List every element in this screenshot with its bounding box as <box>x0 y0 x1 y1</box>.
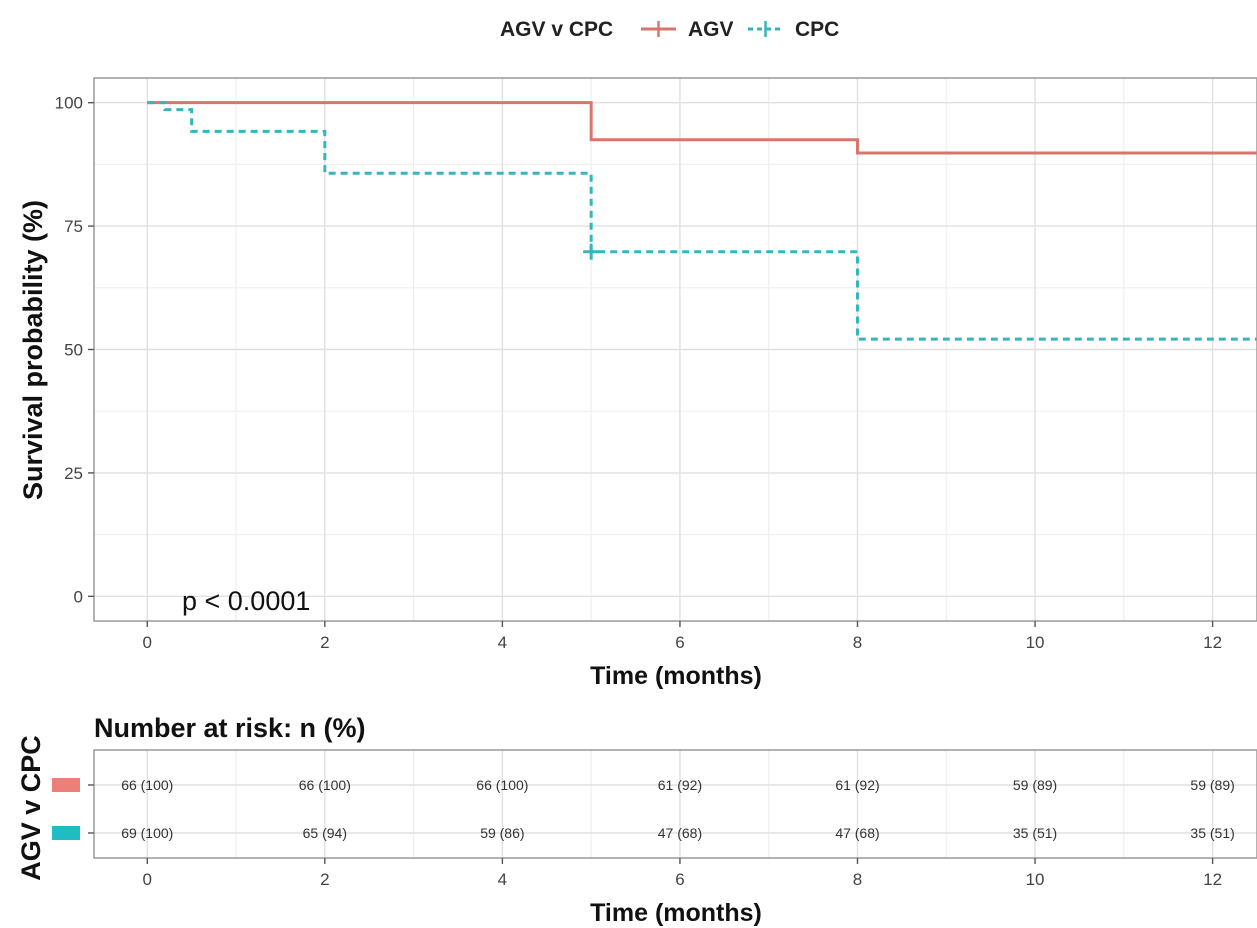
p-value-annotation: p < 0.0001 <box>182 586 310 616</box>
x-axis-label: Time (months) <box>590 662 762 690</box>
x-axis-ticks: 0 2 4 6 8 10 12 <box>143 621 1222 652</box>
risk-cell-agv: 66 (100) <box>121 777 173 793</box>
x-tick-label: 2 <box>320 633 329 652</box>
risk-row-key-cpc <box>52 826 80 840</box>
y-tick-label: 0 <box>74 587 83 606</box>
y-axis-ticks: 0 25 50 75 100 <box>55 94 94 606</box>
risk-table-grid <box>94 750 1257 858</box>
table-x-tick-label: 10 <box>1026 870 1045 889</box>
risk-table-cells: 66 (100) 66 (100) 66 (100) 61 (92) 61 (92) 59… <box>121 777 1235 841</box>
risk-cell-agv: 66 (100) <box>299 777 351 793</box>
grid-minor <box>94 78 1257 621</box>
y-tick-label: 50 <box>64 341 83 360</box>
risk-cell-cpc: 59 (86) <box>480 825 524 841</box>
risk-table-border <box>93 749 1257 859</box>
y-tick-label: 100 <box>55 94 83 113</box>
y-tick-label: 25 <box>64 464 83 483</box>
x-tick-label: 4 <box>498 633 507 652</box>
table-x-tick-label: 12 <box>1203 870 1222 889</box>
plot-panel: 0 25 50 75 100 0 2 4 6 8 10 12 p < 0.0001 Time (mo… <box>18 77 1257 690</box>
table-x-tick-label: 4 <box>498 870 507 889</box>
risk-cell-cpc: 65 (94) <box>303 825 347 841</box>
risk-row-key-agv <box>52 778 80 792</box>
legend-item-cpc: CPC <box>795 18 839 41</box>
legend-title: AGV v CPC <box>500 18 613 41</box>
risk-cell-agv: 61 (92) <box>835 777 879 793</box>
risk-cell-cpc: 35 (51) <box>1013 825 1057 841</box>
table-x-tick-label: 8 <box>853 870 862 889</box>
x-tick-label: 6 <box>675 633 684 652</box>
series-line-agv <box>147 101 1257 155</box>
series-line-cpc <box>147 101 1257 341</box>
risk-cell-agv: 61 (92) <box>658 777 702 793</box>
table-x-tick-label: 0 <box>143 870 152 889</box>
risk-cell-cpc: 47 (68) <box>658 825 702 841</box>
y-tick-label: 75 <box>64 217 83 236</box>
risk-cell-cpc: 47 (68) <box>835 825 879 841</box>
risk-table-title: Number at risk: n (%) <box>94 713 366 743</box>
risk-cell-cpc: 69 (100) <box>121 825 173 841</box>
x-tick-label: 8 <box>853 633 862 652</box>
x-tick-label: 10 <box>1026 633 1045 652</box>
risk-cell-cpc: 35 (51) <box>1190 825 1234 841</box>
risk-table-keys <box>52 778 94 840</box>
risk-cell-agv: 59 (89) <box>1013 777 1057 793</box>
risk-cell-agv: 59 (89) <box>1190 777 1234 793</box>
risk-table-group-label: AGV v CPC <box>16 735 46 881</box>
risk-table-x-ticks: 0 2 4 6 8 10 12 <box>143 858 1222 889</box>
risk-table-background <box>94 750 1257 858</box>
series-layer <box>147 101 1257 341</box>
table-x-tick-label: 2 <box>320 870 329 889</box>
x-tick-label: 12 <box>1203 633 1222 652</box>
x-tick-label: 0 <box>143 633 152 652</box>
risk-cell-agv: 66 (100) <box>476 777 528 793</box>
table-x-tick-label: 6 <box>675 870 684 889</box>
legend-item-agv: AGV <box>688 18 734 41</box>
risk-table-x-axis-label: Time (months) <box>590 899 762 927</box>
legend: AGV v CPC AGV CPC <box>500 18 839 41</box>
risk-table: Number at risk: n (%) AGV v CPC 66 (100)… <box>16 713 1257 927</box>
y-axis-label: Survival probability (%) <box>18 200 48 500</box>
